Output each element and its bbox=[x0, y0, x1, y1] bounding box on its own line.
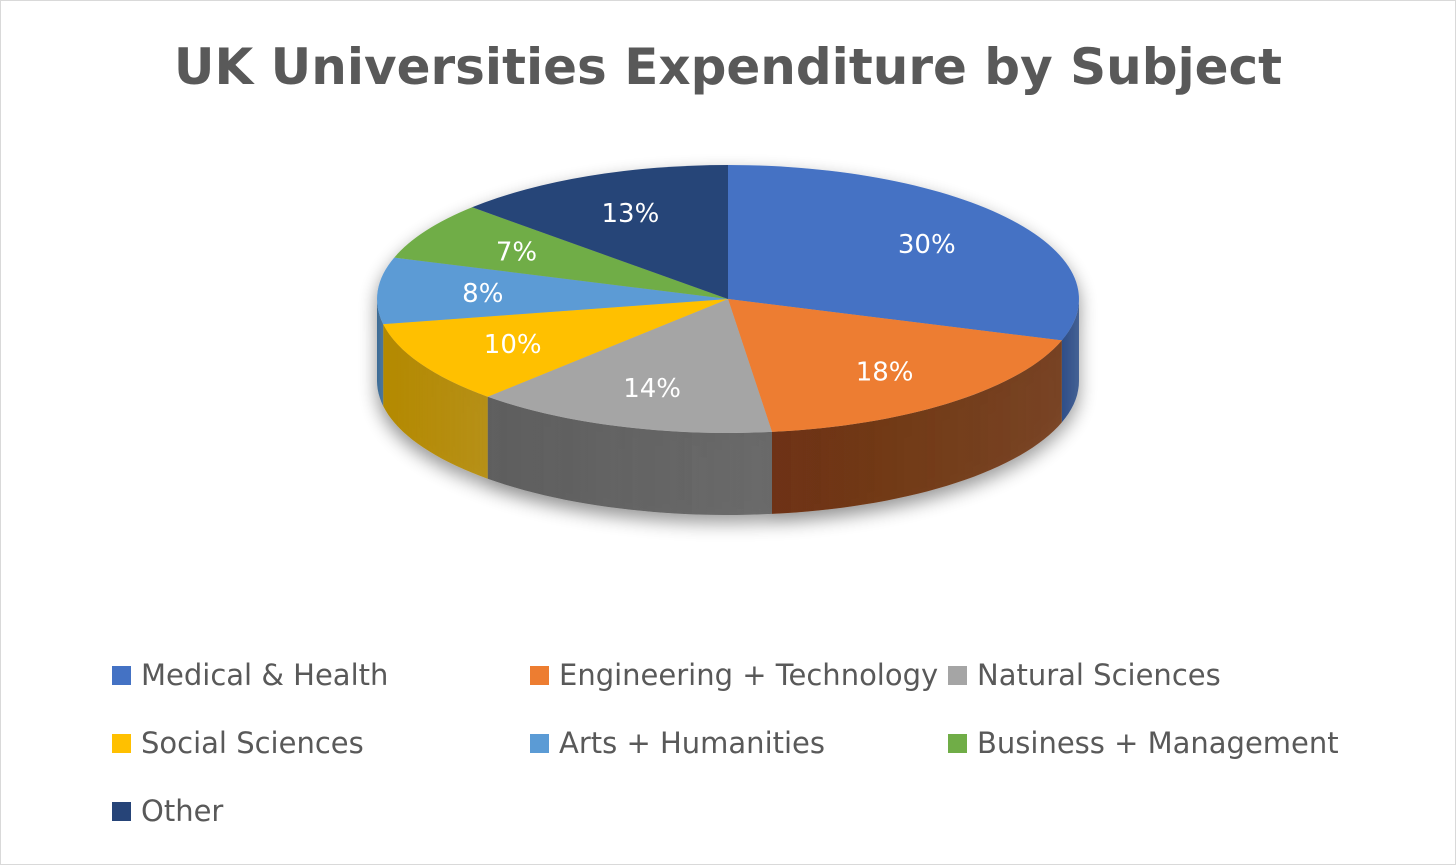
legend-item-natural-sciences: Natural Sciences bbox=[948, 655, 1221, 695]
pie-slice-medical-health bbox=[728, 165, 1079, 341]
legend-item-social-sciences: Social Sciences bbox=[112, 723, 364, 763]
legend-swatch-social-sciences bbox=[112, 733, 131, 753]
legend-label-social-sciences: Social Sciences bbox=[141, 726, 364, 760]
pie-slice-social-sciences bbox=[383, 299, 728, 397]
legend-label-engineering-technology: Engineering + Technology bbox=[559, 658, 939, 692]
legend-swatch-engineering-technology bbox=[530, 665, 549, 685]
pie-slice-arts-humanities bbox=[377, 257, 728, 325]
legend-swatch-natural-sciences bbox=[948, 665, 967, 685]
data-label-social-sciences: 10% bbox=[484, 330, 542, 360]
pie-side-medical-health bbox=[1061, 299, 1079, 423]
pie-labels: 30% 18% 14% 10% 8% 7% 13% bbox=[462, 199, 956, 404]
pie-side-arts-humanities bbox=[377, 299, 384, 407]
data-label-other: 13% bbox=[602, 199, 660, 229]
legend-label-arts-humanities: Arts + Humanities bbox=[559, 726, 825, 760]
legend-item-engineering-technology: Engineering + Technology bbox=[530, 655, 938, 695]
legend-label-natural-sciences: Natural Sciences bbox=[977, 658, 1221, 692]
legend-swatch-business-management bbox=[948, 733, 967, 753]
pie-sides bbox=[377, 299, 1079, 515]
legend-item-business-management: Business + Management bbox=[948, 723, 1339, 763]
pie-side-social-sciences bbox=[383, 324, 488, 479]
legend-swatch-arts-humanities bbox=[530, 733, 549, 753]
pie-tops bbox=[377, 165, 1079, 433]
legend-label-medical-health: Medical & Health bbox=[141, 658, 389, 692]
pie-side-natural-sciences bbox=[487, 396, 772, 515]
legend-item-medical-health: Medical & Health bbox=[112, 655, 388, 695]
data-label-business-management: 7% bbox=[496, 237, 537, 267]
pie-slice-business-management bbox=[394, 207, 728, 299]
legend-swatch-medical-health bbox=[112, 665, 131, 685]
legend-swatch-other bbox=[112, 801, 131, 821]
data-label-arts-humanities: 8% bbox=[462, 279, 503, 309]
chart-title: UK Universities Expenditure by Subject bbox=[173, 38, 1283, 96]
legend-item-arts-humanities: Arts + Humanities bbox=[530, 723, 825, 763]
pie-side-engineering-technology bbox=[772, 340, 1062, 514]
pie-slice-other bbox=[472, 165, 728, 299]
pie-slice-engineering-technology bbox=[728, 299, 1062, 432]
legend-label-other: Other bbox=[141, 794, 224, 828]
legend-label-business-management: Business + Management bbox=[977, 726, 1339, 760]
data-label-medical-health: 30% bbox=[898, 230, 956, 260]
pie-slice-natural-sciences bbox=[487, 299, 772, 433]
data-label-engineering-technology: 18% bbox=[856, 357, 914, 387]
data-label-natural-sciences: 14% bbox=[623, 374, 681, 404]
legend-item-other: Other bbox=[112, 791, 223, 831]
